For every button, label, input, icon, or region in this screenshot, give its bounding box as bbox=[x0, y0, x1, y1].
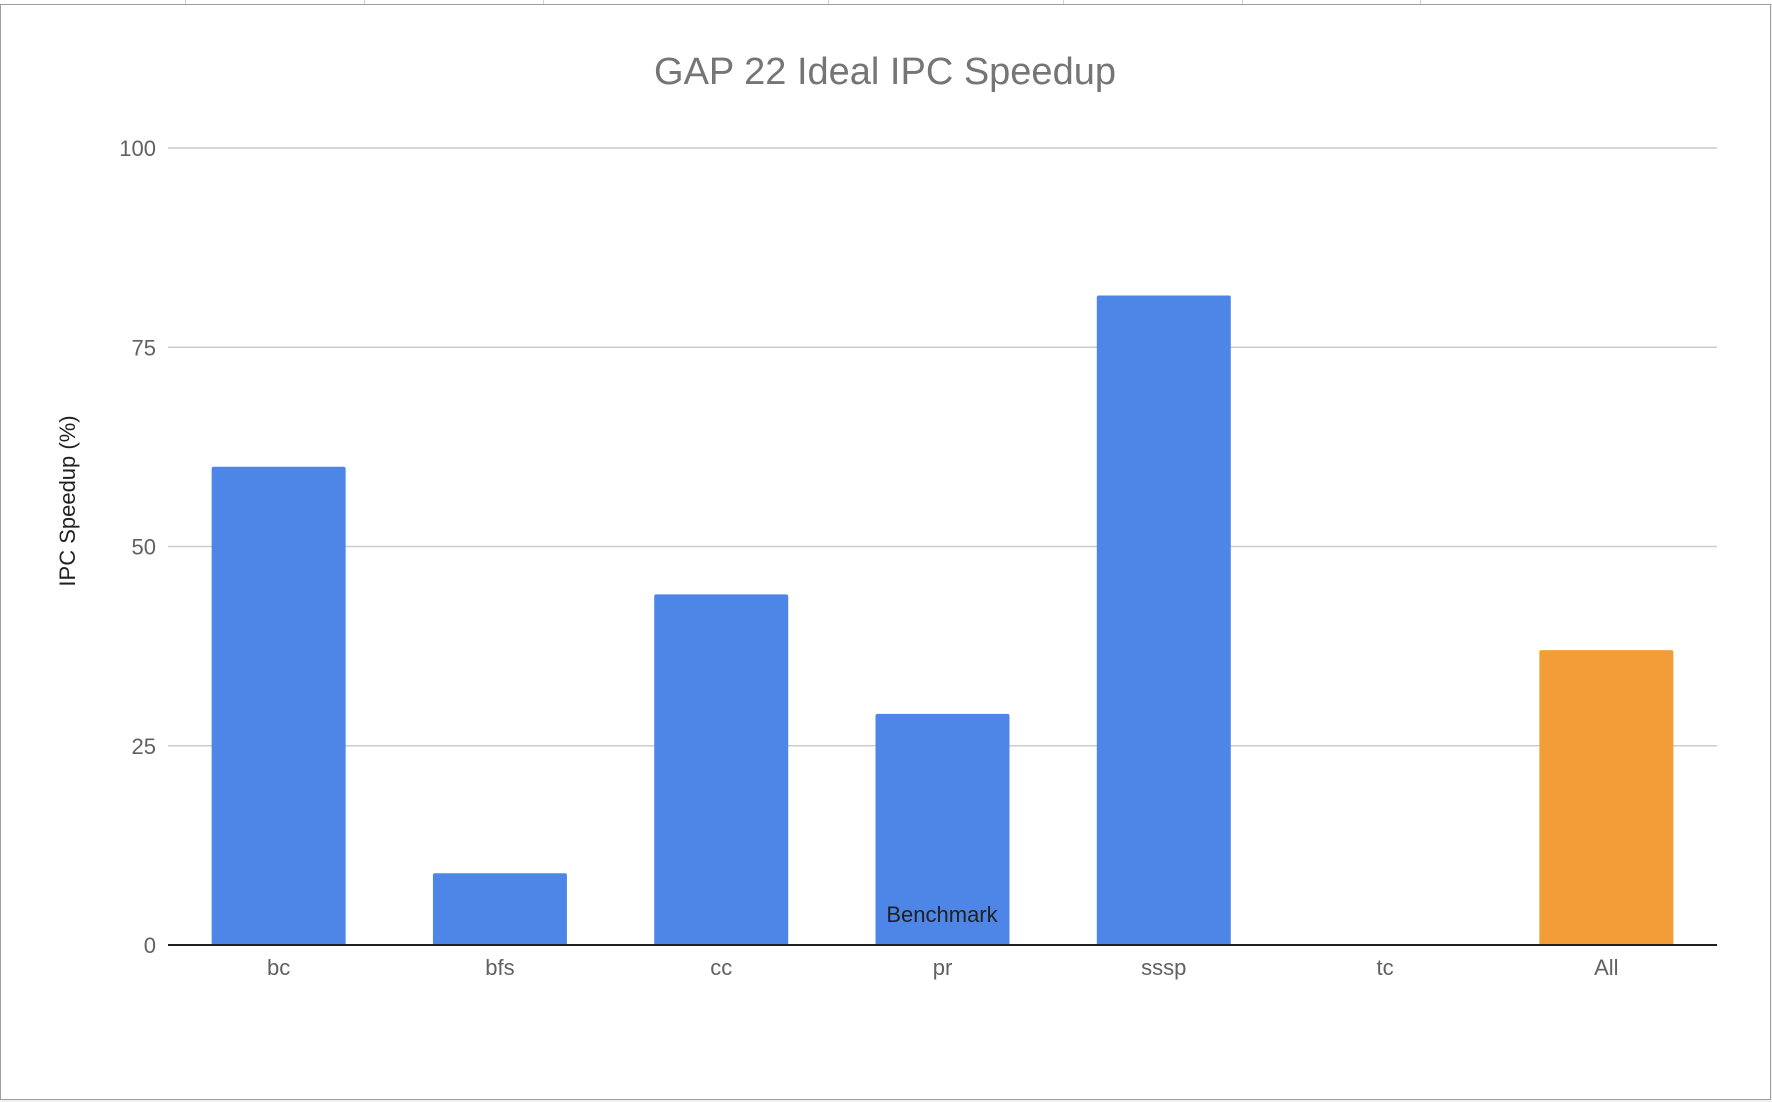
y-tick-label: 25 bbox=[132, 734, 156, 759]
chart-container[interactable]: 0 25 50 75 100 bc bfs cc pr sssp tc All GAP 22 Idea… bbox=[0, 4, 1771, 1100]
bar-cc[interactable] bbox=[654, 594, 789, 945]
x-tick-label: tc bbox=[1377, 955, 1394, 980]
y-tick-label: 75 bbox=[132, 335, 156, 360]
bars bbox=[211, 295, 1674, 945]
y-tick-label: 100 bbox=[119, 136, 156, 161]
x-tick-label: bc bbox=[267, 955, 290, 980]
y-axis-title: IPC Speedup (%) bbox=[55, 415, 80, 586]
column-divider bbox=[1242, 0, 1243, 4]
x-tick-label: bfs bbox=[485, 955, 514, 980]
bar-bc[interactable] bbox=[211, 466, 346, 945]
x-tick-label: cc bbox=[710, 955, 732, 980]
x-axis-title: Benchmark bbox=[886, 902, 998, 927]
x-tick-label: pr bbox=[933, 955, 953, 980]
column-divider bbox=[364, 0, 365, 4]
x-tick-label: sssp bbox=[1141, 955, 1186, 980]
bar-chart: 0 25 50 75 100 bc bfs cc pr sssp tc All GAP 22 Idea… bbox=[55, 51, 1717, 980]
column-divider bbox=[828, 0, 829, 4]
axes: 0 25 50 75 100 bc bfs cc pr sssp tc All bbox=[119, 136, 1717, 980]
column-divider bbox=[1063, 0, 1064, 4]
bar-pr[interactable] bbox=[875, 713, 1010, 945]
bar-bfs[interactable] bbox=[432, 873, 567, 945]
column-divider bbox=[543, 0, 544, 4]
bar-sssp[interactable] bbox=[1096, 295, 1231, 945]
y-tick-label: 50 bbox=[132, 535, 156, 560]
column-divider bbox=[185, 0, 186, 4]
column-divider bbox=[1420, 0, 1421, 4]
gridlines bbox=[168, 147, 1717, 747]
x-tick-label: All bbox=[1594, 955, 1618, 980]
chart-title: GAP 22 Ideal IPC Speedup bbox=[654, 51, 1116, 93]
y-tick-label: 0 bbox=[144, 933, 156, 958]
bar-all[interactable] bbox=[1539, 650, 1674, 945]
